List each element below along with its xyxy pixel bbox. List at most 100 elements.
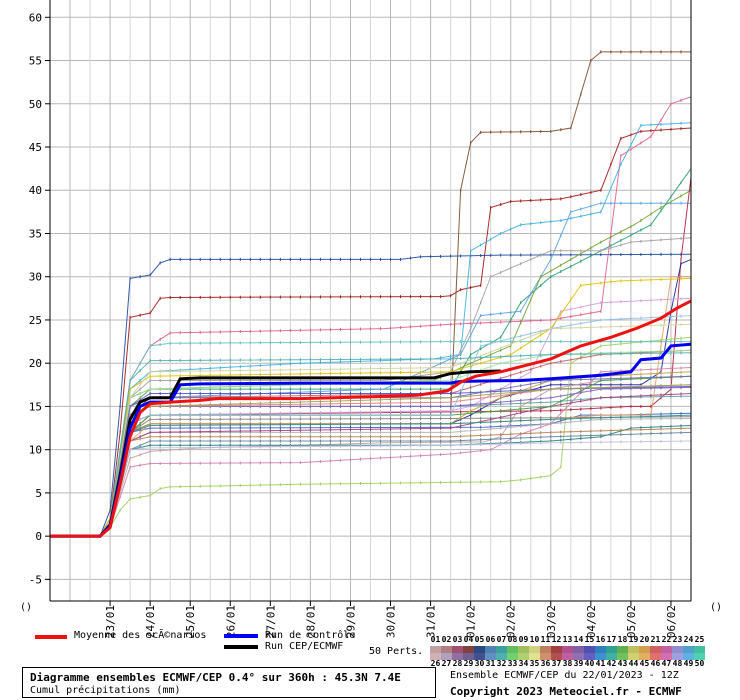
pert-number: 13 — [562, 635, 573, 644]
pert-number: 15 — [584, 635, 595, 644]
pert-number: 11 — [540, 635, 551, 644]
pert-number: 45 — [639, 659, 650, 668]
pert-color-cell — [551, 646, 562, 653]
pert-number: 16 — [595, 635, 606, 644]
x-axis-start-marker: () — [20, 602, 32, 613]
y-tick-label: 5 — [35, 487, 42, 500]
pert-color-cell — [639, 653, 650, 660]
chart-subtitle: Cumul précipitations (mm) — [30, 685, 181, 696]
pert-color-cell — [650, 653, 661, 660]
pert-number: 29 — [463, 659, 474, 668]
legend-label-oper: Run CEP/ECMWF — [265, 641, 344, 652]
axes: -5 0 5 10 15 20 25 30 35 40 45 50 55 60 23/01 24/01 25/0… — [20, 0, 722, 638]
pert-number: 32 — [496, 659, 507, 668]
pert-color-cell — [617, 653, 628, 660]
pert-number: 12 — [551, 635, 562, 644]
y-tick-label: 0 — [35, 530, 42, 543]
pert-color-cell — [441, 653, 452, 660]
legend-swatch-oper — [224, 645, 258, 649]
pert-number: 22 — [661, 635, 672, 644]
pert-number: 40 — [584, 659, 595, 668]
x-tick-label: 27/01 — [264, 605, 277, 638]
pert-number: 37 — [551, 659, 562, 668]
pert-color-cell — [562, 646, 573, 653]
member-line — [50, 336, 692, 537]
pert-number: 10 — [529, 635, 540, 644]
pert-color-cell — [694, 653, 705, 660]
y-tick-label: 15 — [29, 400, 42, 413]
x-tick-label: 03/02 — [545, 605, 558, 638]
pert-color-cell — [452, 653, 463, 660]
pert-color-cell — [485, 646, 496, 653]
pert-number: 23 — [672, 635, 683, 644]
pert-number: 41 — [595, 659, 606, 668]
pert-color-cell — [518, 646, 529, 653]
pert-color-cell — [639, 646, 650, 653]
precipitation-ensemble-chart: -5 0 5 10 15 20 25 30 35 40 45 50 55 60 23/01 24/01 25/0… — [20, 0, 722, 638]
pert-color-cell — [441, 646, 452, 653]
pert-number: 31 — [485, 659, 496, 668]
x-tick-label: 06/02 — [665, 605, 678, 638]
pert-color-cell — [573, 653, 584, 660]
pert-color-cell — [430, 653, 441, 660]
y-tick-label: 40 — [29, 184, 42, 197]
y-tick-label: 30 — [29, 271, 42, 284]
pert-color-cell — [529, 646, 540, 653]
pert-number: 46 — [650, 659, 661, 668]
pert-color-cell — [518, 653, 529, 660]
mean-line — [50, 299, 692, 538]
y-tick-label: 60 — [29, 11, 42, 24]
perts-label: 50 Perts. — [369, 646, 424, 657]
pert-number: 02 — [441, 635, 452, 644]
x-tick-label: 02/02 — [505, 605, 518, 638]
x-tick-label: 23/01 — [104, 605, 117, 638]
pert-number: 44 — [628, 659, 639, 668]
title-box: Diagramme ensembles ECMWF/CEP 0.4° sur 3… — [22, 667, 436, 698]
y-tick-label: 35 — [29, 227, 42, 240]
pert-number: 09 — [518, 635, 529, 644]
pert-color-cell — [529, 653, 540, 660]
source-run-info: Ensemble ECMWF/CEP du 22/01/2023 - 12Z — [450, 670, 679, 681]
pert-color-cell — [463, 646, 474, 653]
x-tick-label: 01/02 — [465, 605, 478, 638]
pert-color-cell — [474, 646, 485, 653]
pert-color-cell — [683, 653, 694, 660]
pert-number: 04 — [463, 635, 474, 644]
pert-color-cell — [584, 646, 595, 653]
pert-color-cell — [650, 646, 661, 653]
pert-number: 49 — [683, 659, 694, 668]
x-axis-end-marker: () — [710, 602, 722, 613]
y-tick-label: 45 — [29, 141, 42, 154]
pert-number: 14 — [573, 635, 584, 644]
pert-color-cell — [496, 646, 507, 653]
x-tick-label: 25/01 — [184, 605, 197, 638]
pert-number: 38 — [562, 659, 573, 668]
main-lines — [50, 299, 692, 538]
pert-number: 35 — [529, 659, 540, 668]
y-tick-label: -5 — [29, 573, 42, 586]
pert-number: 24 — [683, 635, 694, 644]
pert-color-cell — [606, 646, 617, 653]
member-line — [50, 253, 692, 537]
x-tick-label: 29/01 — [344, 605, 357, 638]
legend-label-mean: Moyenne des scÃ©narios — [74, 630, 207, 641]
pert-color-cell — [672, 646, 683, 653]
x-tick-label: 04/02 — [585, 605, 598, 638]
y-tick-label: 10 — [29, 444, 42, 457]
x-tick-label: 05/02 — [625, 605, 638, 638]
pert-number: 27 — [441, 659, 452, 668]
pert-color-cell — [595, 653, 606, 660]
pert-number: 08 — [507, 635, 518, 644]
pert-number: 34 — [518, 659, 529, 668]
pert-number: 25 — [694, 635, 705, 644]
pert-number: 33 — [507, 659, 518, 668]
pert-color-cell — [463, 653, 474, 660]
pert-number: 05 — [474, 635, 485, 644]
pert-number: 26 — [430, 659, 441, 668]
pert-color-cell — [694, 646, 705, 653]
y-tick-label: 50 — [29, 98, 42, 111]
pert-color-cell — [584, 653, 595, 660]
pert-color-cell — [573, 646, 584, 653]
legend-swatch-control — [224, 634, 258, 638]
y-tick-label: 25 — [29, 314, 42, 327]
